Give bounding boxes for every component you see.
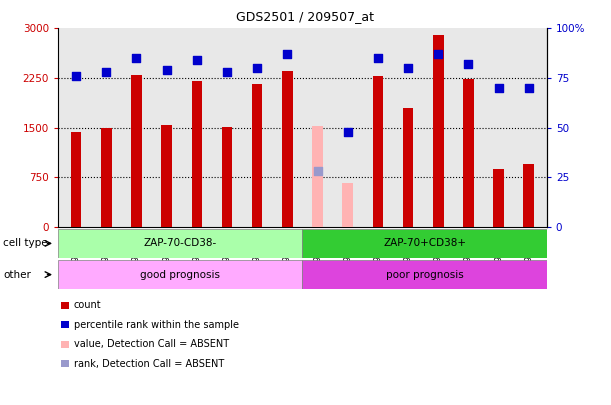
Bar	[101, 128, 112, 227]
Point	[494, 85, 503, 91]
Bar	[161, 125, 172, 227]
Text: rank, Detection Call = ABSENT: rank, Detection Call = ABSENT	[74, 359, 224, 369]
Bar	[58, 229, 302, 258]
Point	[71, 73, 81, 79]
Text: poor prognosis: poor prognosis	[386, 270, 464, 279]
Bar	[312, 126, 323, 227]
Bar	[58, 260, 302, 289]
Bar	[403, 109, 413, 227]
Text: percentile rank within the sample: percentile rank within the sample	[74, 320, 239, 330]
Bar	[373, 76, 383, 227]
Bar	[463, 79, 474, 227]
Point	[131, 55, 141, 61]
Point	[252, 65, 262, 71]
Text: count: count	[74, 301, 101, 310]
Bar	[71, 132, 81, 227]
Text: cell type: cell type	[3, 239, 48, 248]
Bar	[302, 260, 547, 289]
Point	[101, 69, 111, 75]
Point	[343, 128, 353, 135]
Point	[433, 51, 443, 58]
Bar	[342, 183, 353, 227]
Point	[192, 57, 202, 63]
Text: GDS2501 / 209507_at: GDS2501 / 209507_at	[236, 10, 375, 23]
Point	[464, 61, 474, 67]
Bar	[282, 71, 293, 227]
Bar	[252, 84, 263, 227]
Point	[162, 67, 172, 73]
Bar	[302, 229, 547, 258]
Point	[222, 69, 232, 75]
Bar	[433, 35, 444, 227]
Text: value, Detection Call = ABSENT: value, Detection Call = ABSENT	[74, 339, 229, 349]
Point	[524, 85, 533, 91]
Bar	[493, 169, 504, 227]
Bar	[524, 164, 534, 227]
Text: ZAP-70-CD38-: ZAP-70-CD38-	[144, 239, 217, 248]
Text: good prognosis: good prognosis	[141, 270, 220, 279]
Bar	[131, 75, 142, 227]
Point	[403, 65, 413, 71]
Point	[313, 168, 323, 175]
Point	[282, 51, 292, 58]
Point	[373, 55, 382, 61]
Bar	[192, 81, 202, 227]
Text: ZAP-70+CD38+: ZAP-70+CD38+	[383, 239, 466, 248]
Bar	[222, 127, 232, 227]
Text: other: other	[3, 270, 31, 279]
